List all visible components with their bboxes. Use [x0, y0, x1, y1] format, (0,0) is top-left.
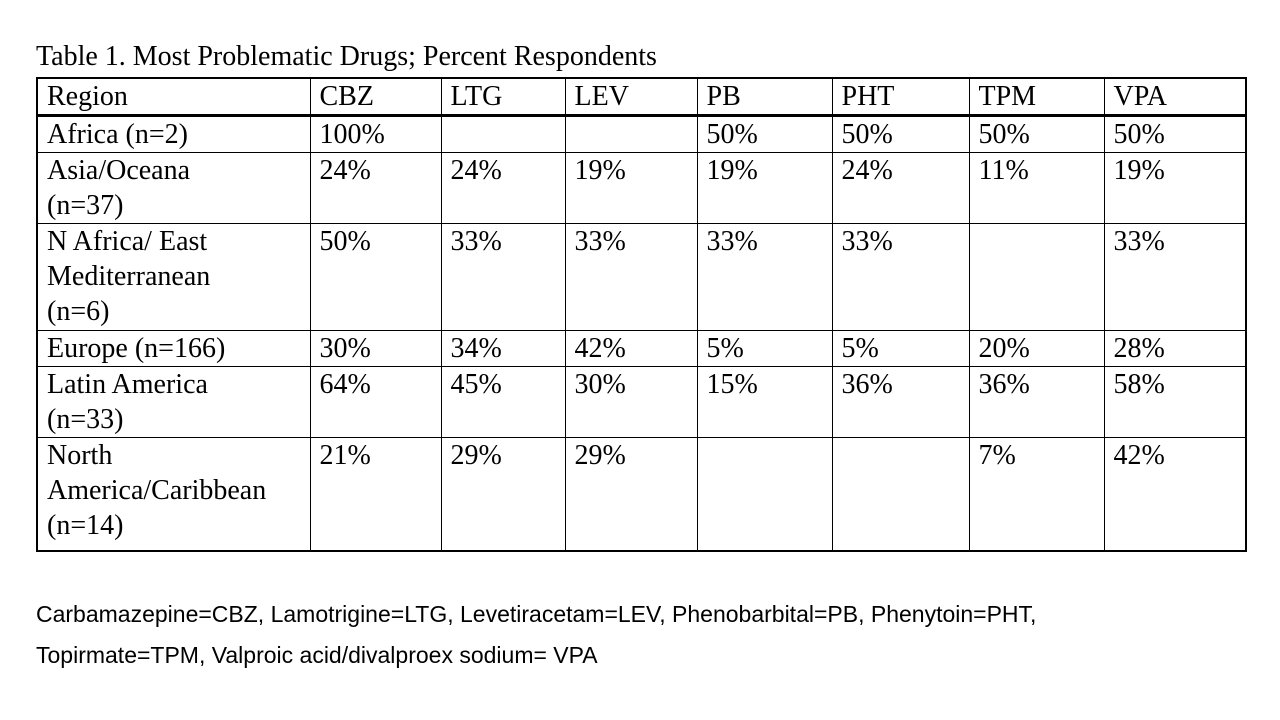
value-cell: 20% [968, 330, 1105, 367]
col-header-cbz: CBZ [309, 77, 442, 117]
value-cell: 64% [309, 366, 442, 438]
value-cell: 42% [1103, 437, 1247, 551]
region-cell-africa: Africa (n=2) [36, 115, 311, 153]
value-cell: 100% [309, 115, 442, 153]
value-cell: 28% [1103, 330, 1247, 367]
abbreviation-footnote: Carbamazepine=CBZ, Lamotrigine=LTG, Leve… [36, 594, 1245, 676]
value-cell: 33% [831, 223, 970, 331]
table-row: Europe (n=166) 30% 34% 42% 5% 5% 20% 28% [36, 330, 1247, 367]
value-cell: 50% [696, 115, 833, 153]
region-cell-europe: Europe (n=166) [36, 330, 311, 367]
document-page: Table 1. Most Problematic Drugs; Percent… [36, 41, 1247, 676]
value-cell: 21% [309, 437, 442, 551]
value-cell: 50% [831, 115, 970, 153]
value-cell [696, 437, 833, 551]
value-cell: 5% [696, 330, 833, 367]
table-row: North America/Caribbean (n=14) 21% 29% 2… [36, 437, 1247, 551]
value-cell [564, 115, 698, 153]
value-cell: 58% [1103, 366, 1247, 438]
value-cell: 50% [968, 115, 1105, 153]
value-cell: 33% [1103, 223, 1247, 331]
value-cell: 42% [564, 330, 698, 367]
region-cell-asia-oceana: Asia/Oceana (n=37) [36, 152, 311, 224]
col-header-region: Region [36, 77, 311, 117]
value-cell: 29% [564, 437, 698, 551]
value-cell: 29% [440, 437, 566, 551]
table-caption: Table 1. Most Problematic Drugs; Percent… [36, 41, 657, 72]
value-cell: 36% [968, 366, 1105, 438]
value-cell [968, 223, 1105, 331]
value-cell: 24% [440, 152, 566, 224]
table-row: Latin America (n=33) 64% 45% 30% 15% 36%… [36, 366, 1247, 438]
value-cell: 15% [696, 366, 833, 438]
value-cell: 45% [440, 366, 566, 438]
value-cell: 33% [564, 223, 698, 331]
col-header-pht: PHT [831, 77, 970, 117]
value-cell: 7% [968, 437, 1105, 551]
value-cell: 19% [564, 152, 698, 224]
value-cell [440, 115, 566, 153]
value-cell: 50% [309, 223, 442, 331]
value-cell: 5% [831, 330, 970, 367]
value-cell: 24% [309, 152, 442, 224]
table-row: N Africa/ East Mediterranean (n=6) 50% 3… [36, 223, 1247, 331]
value-cell: 50% [1103, 115, 1247, 153]
value-cell: 19% [696, 152, 833, 224]
value-cell: 24% [831, 152, 970, 224]
value-cell: 33% [440, 223, 566, 331]
value-cell: 19% [1103, 152, 1247, 224]
value-cell [831, 437, 970, 551]
col-header-lev: LEV [564, 77, 698, 117]
footnote-line-2: Topirmate=TPM, Valproic acid/divalproex … [36, 641, 598, 668]
most-problematic-drugs-table: Region CBZ LTG LEV PB PHT TPM VPA Africa… [36, 77, 1247, 552]
value-cell: 30% [309, 330, 442, 367]
value-cell: 34% [440, 330, 566, 367]
value-cell: 30% [564, 366, 698, 438]
table-row: Africa (n=2) 100% 50% 50% 50% 50% [36, 115, 1247, 153]
col-header-tpm: TPM [968, 77, 1105, 117]
region-cell-latin-america: Latin America (n=33) [36, 366, 311, 438]
col-header-vpa: VPA [1103, 77, 1247, 117]
region-cell-n-africa-east-mediterranean: N Africa/ East Mediterranean (n=6) [36, 223, 311, 331]
table-header-row: Region CBZ LTG LEV PB PHT TPM VPA [36, 77, 1247, 117]
value-cell: 33% [696, 223, 833, 331]
footnote-line-1: Carbamazepine=CBZ, Lamotrigine=LTG, Leve… [36, 600, 1037, 627]
col-header-pb: PB [696, 77, 833, 117]
value-cell: 11% [968, 152, 1105, 224]
region-cell-north-america-caribbean: North America/Caribbean (n=14) [36, 437, 311, 551]
table-row: Asia/Oceana (n=37) 24% 24% 19% 19% 24% 1… [36, 152, 1247, 224]
value-cell: 36% [831, 366, 970, 438]
col-header-ltg: LTG [440, 77, 566, 117]
